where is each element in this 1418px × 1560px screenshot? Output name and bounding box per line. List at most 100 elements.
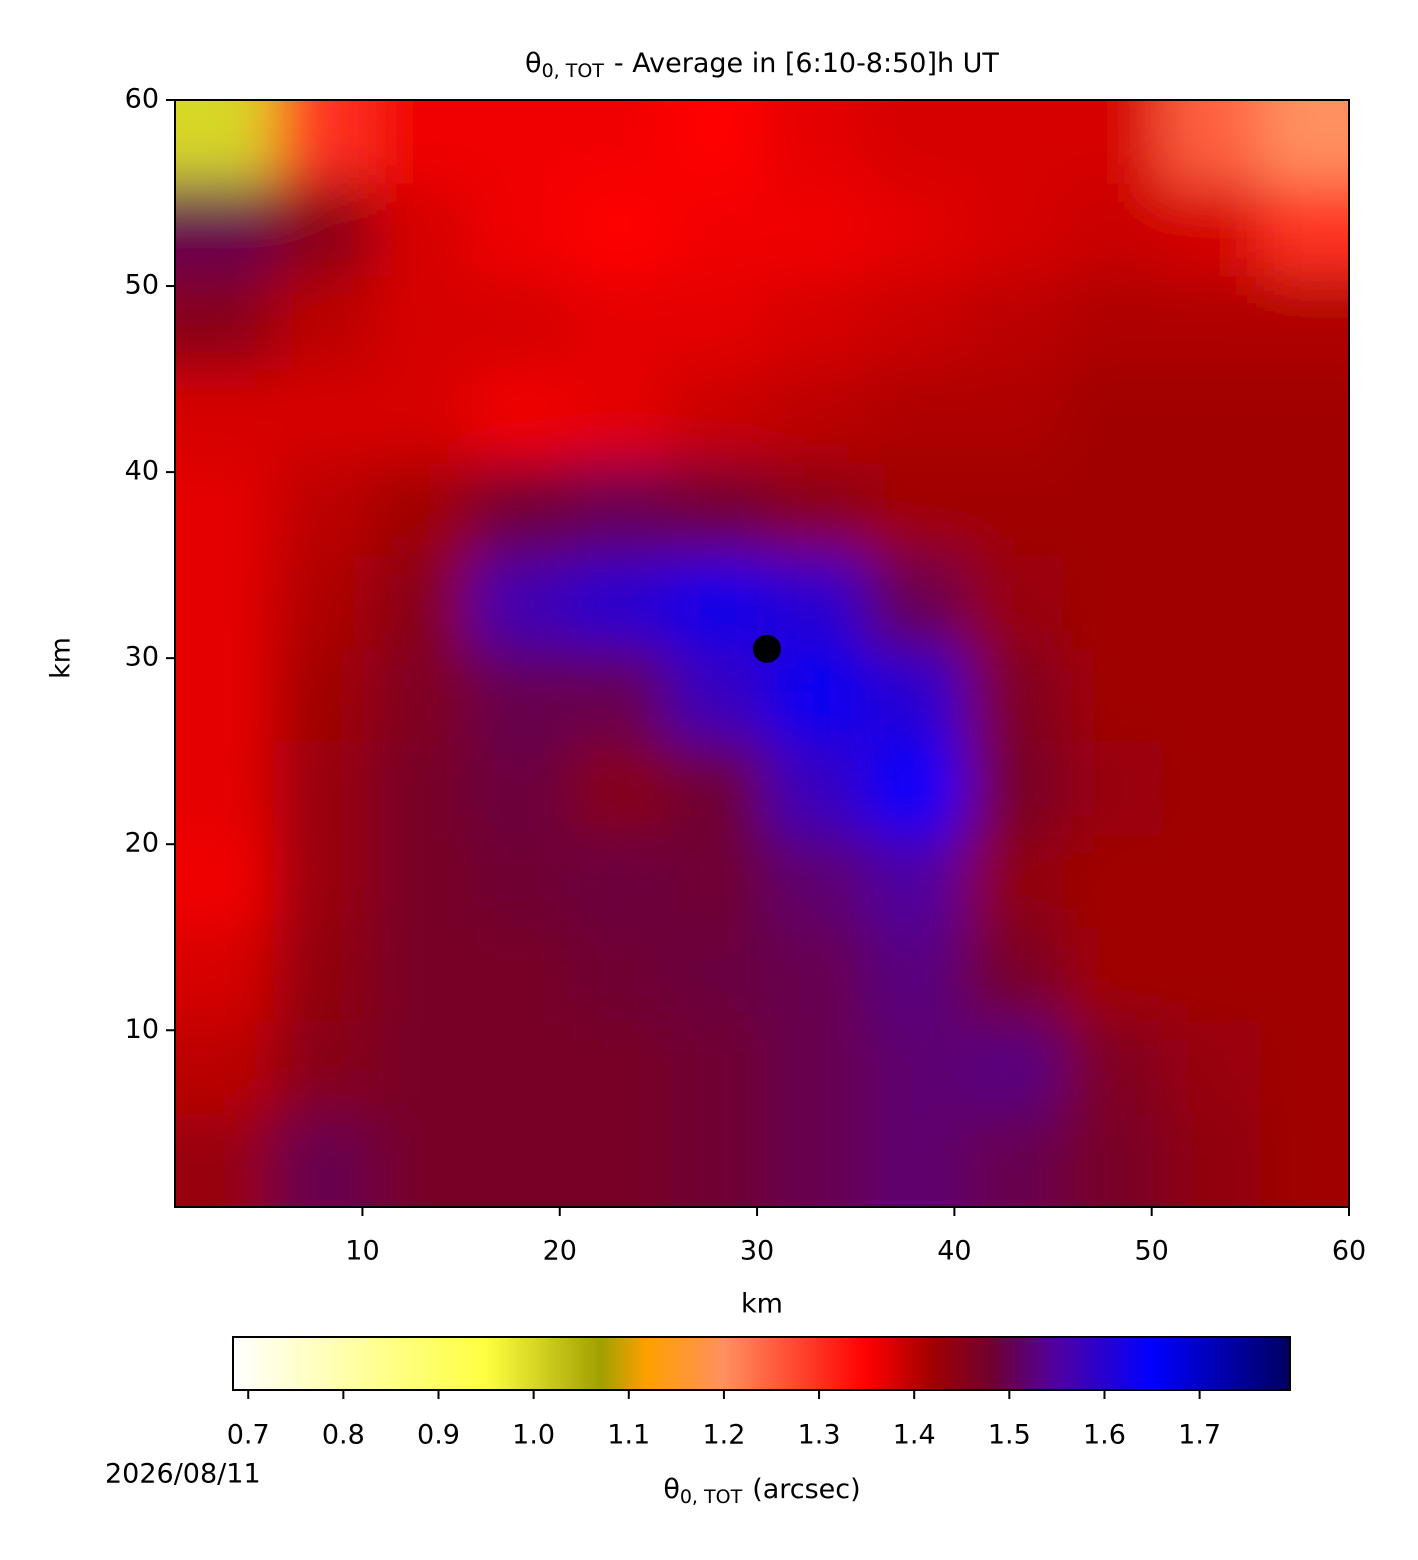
heat-cell	[569, 183, 670, 278]
heat-cell	[865, 100, 966, 185]
heat-cell	[865, 555, 966, 650]
date-label: 2026/08/11	[105, 1459, 261, 1490]
colorbar-tick-label: 1.6	[1083, 1420, 1126, 1451]
heat-cell	[273, 462, 374, 557]
heat-cell	[1161, 1113, 1262, 1207]
heat-cell	[766, 369, 867, 464]
heat-cell	[569, 741, 670, 836]
heat-cell	[175, 555, 275, 650]
heat-cell	[1062, 1113, 1163, 1207]
heat-cell	[766, 648, 867, 743]
heat-cell	[470, 555, 571, 650]
heat-cell	[766, 555, 867, 650]
heat-cell	[1062, 100, 1163, 185]
heat-cell	[569, 927, 670, 1022]
colorbar-tick-label: 1.3	[798, 1420, 841, 1451]
heat-cell	[1260, 648, 1349, 743]
heat-cell	[766, 100, 867, 185]
heat-cell	[569, 369, 670, 464]
heat-cell	[766, 741, 867, 836]
heat-cell	[865, 1020, 966, 1115]
heat-cell	[470, 100, 571, 185]
heat-cell	[569, 834, 670, 929]
chart-title: θ0, TOT - Average in [6:10-8:50]h UT	[525, 48, 999, 82]
heat-cell	[175, 276, 275, 371]
heat-cell	[668, 369, 768, 464]
heat-cell	[1161, 741, 1262, 836]
heat-cell	[668, 100, 768, 185]
y-tick-label: 10	[125, 1014, 159, 1045]
heat-cell	[470, 1020, 571, 1115]
heat-cell	[865, 276, 966, 371]
colorbar-tick-label: 1.4	[893, 1420, 936, 1451]
heat-cell	[1161, 927, 1262, 1022]
heat-cell	[273, 1113, 374, 1207]
x-tick-label: 40	[937, 1236, 971, 1267]
heat-cell	[569, 462, 670, 557]
heatmap	[175, 100, 1349, 1207]
heat-cell	[668, 1020, 768, 1115]
heat-cell	[273, 276, 374, 371]
heat-cell	[1161, 276, 1262, 371]
heat-cell	[175, 462, 275, 557]
heat-cell	[1260, 462, 1349, 557]
heat-cell	[1062, 834, 1163, 929]
heat-cell	[175, 741, 275, 836]
colorbar-tick-label: 1.5	[988, 1420, 1031, 1451]
heat-cell	[865, 927, 966, 1022]
heat-cell	[766, 462, 867, 557]
heat-cell	[1161, 369, 1262, 464]
heat-cell	[273, 100, 374, 185]
heat-cell	[964, 100, 1064, 185]
heat-cell	[964, 648, 1064, 743]
heat-cell	[470, 1113, 571, 1207]
heat-cell	[569, 1113, 670, 1207]
heat-cell	[175, 927, 275, 1022]
heat-cell	[273, 183, 374, 278]
heat-cell	[1161, 1020, 1262, 1115]
heat-cell	[273, 648, 374, 743]
heat-cell	[470, 741, 571, 836]
heat-cell	[1161, 834, 1262, 929]
y-tick-label: 30	[125, 642, 159, 673]
heat-cell	[273, 555, 374, 650]
plot-area	[175, 100, 1349, 1207]
heat-cell	[668, 648, 768, 743]
colorbar-tick-label: 1.1	[607, 1420, 650, 1451]
heat-cell	[1062, 648, 1163, 743]
heat-cell	[175, 100, 275, 185]
heat-cell	[668, 834, 768, 929]
heat-cell	[1062, 462, 1163, 557]
heat-cell	[273, 741, 374, 836]
heat-cell	[1062, 183, 1163, 278]
heat-cell	[964, 927, 1064, 1022]
heat-cell	[865, 834, 966, 929]
colorbar	[232, 1336, 1291, 1391]
heat-cell	[569, 276, 670, 371]
heat-cell	[1260, 741, 1349, 836]
heat-cell	[766, 1020, 867, 1115]
heat-cell	[1260, 1020, 1349, 1115]
heat-cell	[372, 555, 472, 650]
heat-cell	[1161, 555, 1262, 650]
heat-cell	[569, 100, 670, 185]
y-tick-label: 50	[125, 270, 159, 301]
heat-cell	[175, 183, 275, 278]
heat-cell	[1062, 927, 1163, 1022]
heat-cell	[372, 276, 472, 371]
heat-cell	[273, 834, 374, 929]
colorbar-tick-label: 0.8	[322, 1420, 365, 1451]
heat-cell	[668, 183, 768, 278]
y-tick-label: 20	[125, 828, 159, 859]
heat-cell	[964, 462, 1064, 557]
heat-cell	[668, 741, 768, 836]
heat-cell	[766, 183, 867, 278]
colorbar-tick-label: 0.9	[417, 1420, 460, 1451]
heat-cell	[766, 276, 867, 371]
heat-cell	[1161, 648, 1262, 743]
heat-cell	[1260, 369, 1349, 464]
heat-cell	[175, 369, 275, 464]
heat-cell	[668, 555, 768, 650]
heat-cell	[865, 741, 966, 836]
heat-cell	[1062, 741, 1163, 836]
